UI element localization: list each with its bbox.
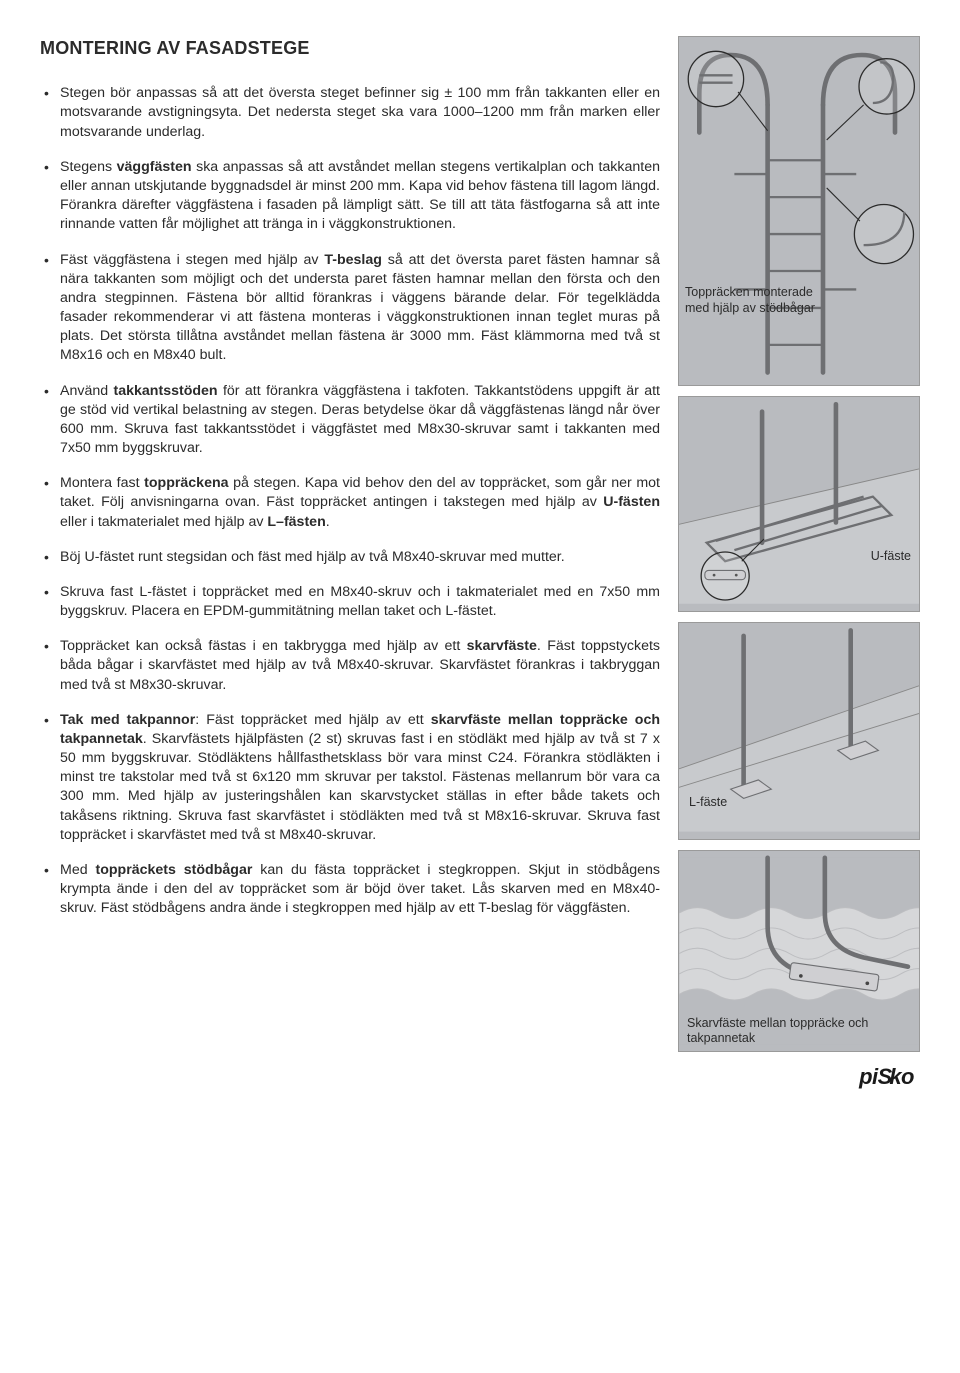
figure-caption: L-fäste bbox=[689, 795, 727, 811]
text-run: så att det översta paret fästen hamnar s… bbox=[60, 252, 660, 364]
para-8: Toppräcket kan också fästas i en takbryg… bbox=[40, 637, 660, 695]
text-run: : Fäst toppräcket med hjälp av ett bbox=[195, 712, 430, 728]
bold-run: T-beslag bbox=[324, 252, 382, 268]
bold-run: L–fästen bbox=[267, 514, 325, 530]
page-title: MONTERING AV FASADSTEGE bbox=[40, 36, 660, 60]
bold-run: toppräckets stödbågar bbox=[95, 862, 252, 878]
brand-logo: piSko bbox=[678, 1062, 920, 1092]
para-7: Skruva fast L-fästet i toppräcket med en… bbox=[40, 583, 660, 621]
para-2: Stegens väggfästen ska anpassas så att a… bbox=[40, 158, 660, 235]
ladder-diagram-icon bbox=[679, 37, 919, 385]
text-run: Toppräcket kan också fästas i en takbryg… bbox=[60, 638, 467, 654]
bold-run: takkantsstöden bbox=[114, 383, 218, 399]
ufaste-diagram-icon bbox=[679, 397, 919, 611]
figure-caption: U-fäste bbox=[871, 549, 911, 565]
bold-run: skarvfäste bbox=[467, 638, 537, 654]
para-9: Tak med takpannor: Fäst toppräcket med h… bbox=[40, 711, 660, 845]
bold-run: Tak med takpannor bbox=[60, 712, 195, 728]
figure-ufaste: U-fäste bbox=[678, 396, 920, 612]
para-5: Montera fast toppräckena på stegen. Kapa… bbox=[40, 474, 660, 532]
bold-run: U-fästen bbox=[603, 494, 660, 510]
para-6: Böj U-fästet runt stegsidan och fäst med… bbox=[40, 548, 660, 567]
para-3: Fäst väggfästena i stegen med hjälp av T… bbox=[40, 251, 660, 366]
text-run: Använd bbox=[60, 383, 114, 399]
figure-caption: Skarvfäste mellan toppräcke och takpanne… bbox=[687, 1016, 887, 1047]
figure-column: Toppräcken monterade med hjälp av stödbå… bbox=[678, 36, 920, 1092]
instruction-list: Stegen bör anpassas så att det översta s… bbox=[40, 84, 660, 918]
para-4: Använd takkantsstöden för att förankra v… bbox=[40, 382, 660, 459]
text-run: Stegens bbox=[60, 159, 117, 175]
text-run: . Skarvfästets hjälpfästen (2 st) skruva… bbox=[60, 731, 660, 843]
text-run: eller i takmaterialet med hjälp av bbox=[60, 514, 267, 530]
bold-run: toppräckena bbox=[144, 475, 228, 491]
text-run: . bbox=[326, 514, 330, 530]
para-10: Med toppräckets stödbågar kan du fästa t… bbox=[40, 861, 660, 919]
figure-topprail: Toppräcken monterade med hjälp av stödbå… bbox=[678, 36, 920, 386]
text-run: Montera fast bbox=[60, 475, 144, 491]
figure-skarvfaste: Skarvfäste mellan toppräcke och takpanne… bbox=[678, 850, 920, 1052]
para-1: Stegen bör anpassas så att det översta s… bbox=[40, 84, 660, 142]
text-run: Fäst väggfästena i stegen med hjälp av bbox=[60, 252, 324, 268]
figure-lfaste: L-fäste bbox=[678, 622, 920, 840]
figure-caption: Toppräcken monterade med hjälp av stödbå… bbox=[685, 285, 825, 316]
text-run: Med bbox=[60, 862, 95, 878]
text-column: MONTERING AV FASADSTEGE Stegen bör anpas… bbox=[40, 36, 660, 1092]
bold-run: väggfästen bbox=[117, 159, 192, 175]
page: MONTERING AV FASADSTEGE Stegen bör anpas… bbox=[40, 36, 920, 1092]
